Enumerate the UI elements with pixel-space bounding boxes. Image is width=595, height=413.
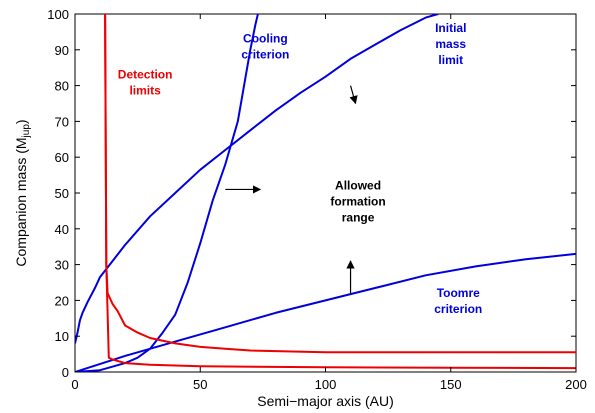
x-tick-label: 100	[315, 377, 337, 392]
x-axis-title: Semi−major axis (AU)	[257, 393, 394, 409]
series-line-1	[75, 14, 439, 344]
annotation-line: Allowed	[335, 178, 381, 192]
series-line-3	[75, 14, 259, 372]
y-axis-title-main: Companion mass (M	[13, 137, 29, 266]
x-tick-label: 0	[71, 377, 78, 392]
y-tick-label: 90	[55, 43, 69, 58]
x-tick-label: 50	[193, 377, 207, 392]
annotation-line: limit	[438, 53, 463, 67]
annotation-layer: Cooling criterion Initial mass limit Detectio…	[118, 21, 482, 316]
annotation-line: Toomre	[437, 286, 480, 300]
x-tick-label: 200	[565, 377, 587, 392]
ticks-layer: 0 50 100 150 200 0 10 20 30 40 50 60 70 80 90 100	[47, 7, 587, 392]
y-axis-title: Companion mass (Mjup)	[13, 119, 32, 266]
y-axis-title-sub: jup	[21, 124, 32, 139]
series-line-5	[104, 14, 576, 370]
y-tick-label: 50	[55, 186, 69, 201]
annotation-line: range	[342, 210, 375, 224]
annotation-line: criterion	[241, 48, 289, 62]
annotation-allowed: Allowed formation range	[330, 178, 385, 224]
annotation-cooling: Cooling criterion	[241, 32, 289, 62]
series-layer	[75, 14, 576, 372]
annotation-line: Cooling	[243, 32, 288, 46]
annotation-line: mass	[435, 37, 466, 51]
annotation-toomre: Toomre criterion	[434, 286, 482, 316]
y-tick-label: 60	[55, 150, 69, 165]
y-tick-label: 100	[47, 7, 69, 22]
x-tick-label: 150	[440, 377, 462, 392]
annotation-line: criterion	[434, 302, 482, 316]
y-tick-label: 20	[55, 293, 69, 308]
y-tick-label: 70	[55, 114, 69, 129]
annotation-line: Detection	[118, 67, 173, 81]
arrow-layer	[225, 85, 358, 294]
annotation-initial: Initial mass limit	[435, 21, 466, 67]
series-line-4	[104, 14, 576, 354]
annotation-line: formation	[330, 194, 385, 208]
annotation-line: limits	[129, 83, 161, 97]
plot-frame	[74, 13, 577, 373]
annotation-line: Initial	[435, 21, 466, 35]
y-axis-title-close: )	[13, 119, 29, 124]
y-tick-label: 10	[55, 329, 69, 344]
annotation-detection: Detection limits	[118, 67, 173, 97]
y-tick-label: 0	[62, 365, 69, 380]
y-tick-label: 40	[55, 222, 69, 237]
direction-arrow	[349, 85, 358, 105]
y-tick-label: 30	[55, 258, 69, 273]
y-tick-label: 80	[55, 79, 69, 94]
series-line-2	[75, 252, 576, 372]
